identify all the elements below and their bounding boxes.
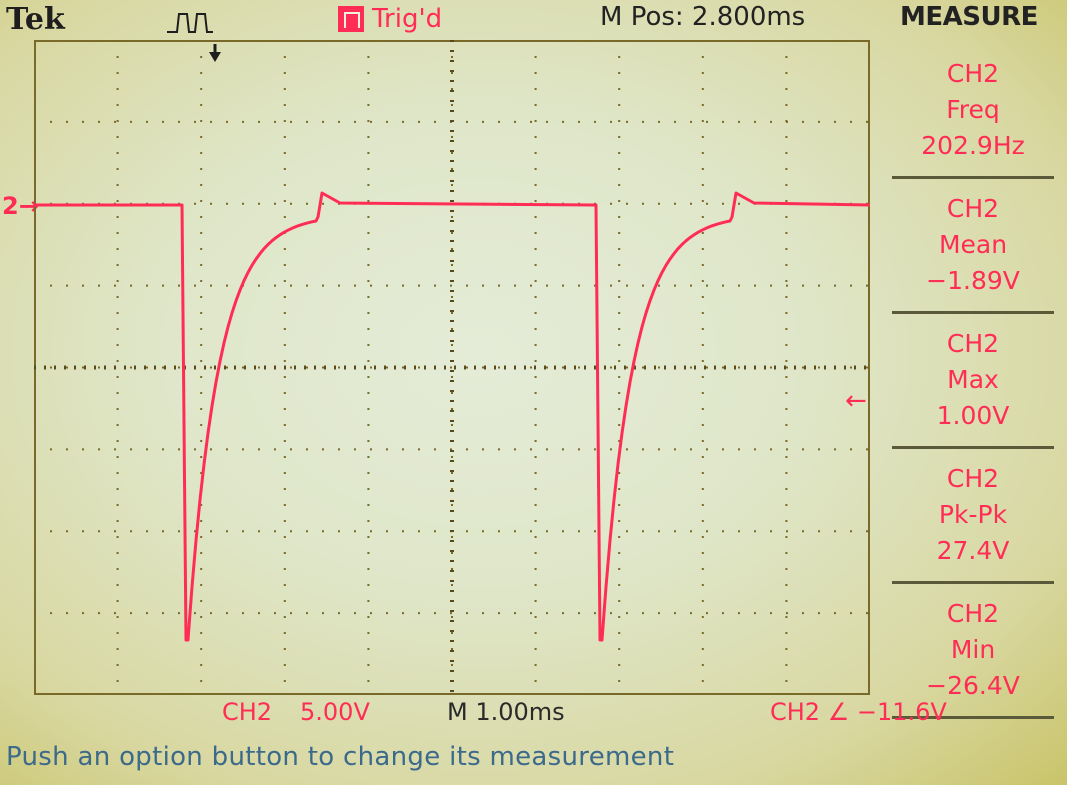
measurement-type: Max — [947, 365, 999, 394]
channel-marker-label: 2 — [2, 192, 19, 220]
trigger-status: Trig'd — [338, 4, 442, 34]
measurement-type: Pk-Pk — [938, 500, 1008, 529]
graticule-grid — [34, 40, 870, 695]
brand-logo: Tek — [6, 2, 65, 37]
channel-ground-marker: 2→ — [2, 192, 39, 220]
measurement-freq-button[interactable]: CH2 Freq 202.9Hz — [892, 44, 1054, 179]
measure-side-menu: CH2 Freq 202.9Hz CH2 Mean −1.89V CH2 Max… — [892, 44, 1054, 719]
measurement-channel: CH2 — [946, 59, 1000, 88]
measurement-max-button[interactable]: CH2 Max 1.00V — [892, 314, 1054, 449]
scope-display — [34, 40, 870, 695]
trigger-position-icon — [167, 13, 221, 62]
ch2-waveform-trace — [34, 191, 870, 642]
measurement-value: −1.89V — [926, 266, 1020, 295]
graticule-center — [34, 40, 870, 695]
measurement-type: Freq — [946, 95, 1000, 124]
measurement-channel: CH2 — [946, 599, 1000, 628]
trigger-setting: CH2 ∠ −11.6V — [770, 698, 947, 726]
menu-title: MEASURE — [900, 2, 1038, 32]
measurement-value: 27.4V — [936, 536, 1010, 565]
measurement-value: 202.9Hz — [921, 131, 1025, 160]
measurement-pkpk-button[interactable]: CH2 Pk-Pk 27.4V — [892, 449, 1054, 584]
trigger-status-label: Trig'd — [372, 4, 443, 34]
time-per-div: M 1.00ms — [447, 698, 565, 726]
top-status-bar: Tek Trig'd M Pos: 2.800ms MEASURE — [0, 0, 1067, 62]
bottom-status-bar: CH2 5.00V M 1.00ms CH2 ∠ −11.6V — [0, 698, 1067, 734]
measurement-channel: CH2 — [946, 329, 1000, 358]
measurement-value: 1.00V — [936, 401, 1010, 430]
trigger-level-arrow-icon: ← — [845, 386, 867, 416]
measurement-value: −26.4V — [926, 671, 1020, 700]
channel-label: CH2 — [222, 698, 273, 726]
horizontal-position: M Pos: 2.800ms — [600, 2, 806, 32]
measurement-min-button[interactable]: CH2 Min −26.4V — [892, 584, 1054, 719]
measurement-channel: CH2 — [946, 194, 1000, 223]
graticule-border — [34, 40, 870, 695]
volts-per-div: 5.00V — [300, 698, 370, 726]
measurement-channel: CH2 — [946, 464, 1000, 493]
measurement-mean-button[interactable]: CH2 Mean −1.89V — [892, 179, 1054, 314]
waveform-display — [34, 40, 870, 695]
measurement-type: Mean — [938, 230, 1008, 259]
measurement-type: Min — [950, 635, 996, 664]
help-message: Push an option button to change its meas… — [6, 742, 675, 772]
trigger-icon — [338, 6, 364, 32]
